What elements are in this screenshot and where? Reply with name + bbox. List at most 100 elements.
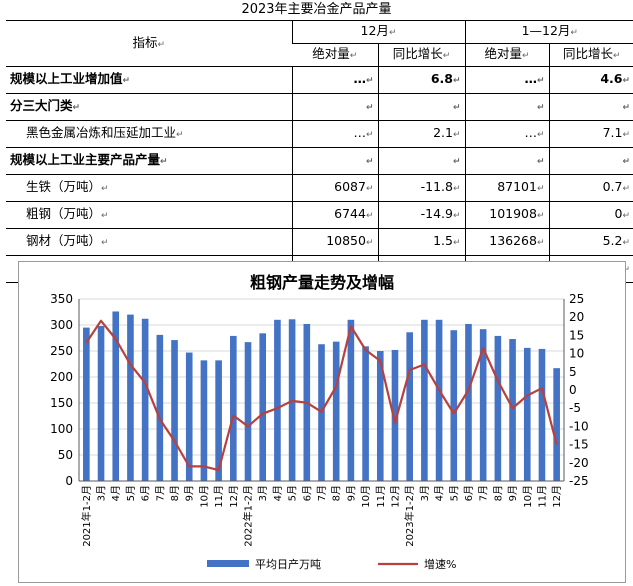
x-tick-label: 3月 — [96, 485, 108, 501]
ytd-yoy-cell: 0.7↵ — [548, 174, 633, 202]
bar — [97, 326, 105, 481]
y-right-tick-label: -10 — [569, 419, 589, 433]
x-tick-label: 9月 — [184, 485, 196, 501]
row-indicator-label: 生铁（万吨） — [26, 179, 102, 194]
dec-yoy-cell: ↵ — [377, 93, 466, 121]
production-table: 指标↵ 12月↵ 1—12月↵ 绝对量↵ 同比增长↵ 绝对量↵ 同比增长↵ 规模… — [6, 20, 633, 283]
dec-yoy-cell-value: 2.1 — [433, 125, 453, 140]
ytd-yoy-cell-value: 0 — [614, 206, 623, 221]
ytd-abs-cell-value: 87101 — [497, 179, 537, 194]
bar — [200, 360, 208, 481]
ytd-abs-cell: …↵ — [464, 66, 550, 94]
dec-abs-cell: …↵ — [291, 66, 378, 94]
ytd-yoy-cell-value: 5.2 — [602, 233, 623, 248]
x-tick-label: 11月 — [375, 485, 387, 508]
row-indicator: 规模以上工业主要产品产量↵ — [6, 147, 292, 175]
legend-bar-label: 平均日产万吨 — [255, 557, 321, 571]
ytd-yoy-cell: 5.2↵ — [548, 228, 633, 256]
bar — [259, 333, 267, 481]
bar — [523, 347, 531, 481]
y-left-tick-label: 250 — [50, 344, 73, 358]
row-indicator: 生铁（万吨）↵ — [6, 174, 292, 202]
x-tick-label: 9月 — [507, 485, 519, 501]
dec-yoy-cell-value: 6.8 — [430, 71, 453, 86]
ytd-yoy-cell: ↵ — [548, 93, 633, 121]
row-indicator: 钢材（万吨）↵ — [6, 228, 292, 256]
bar — [171, 340, 178, 481]
x-tick-label: 6月 — [301, 485, 313, 501]
row-indicator: 规模以上工业增加值↵ — [6, 66, 292, 94]
dec-abs-cell: 6087↵ — [291, 174, 378, 202]
y-right-tick-label: -15 — [569, 438, 589, 452]
bar — [112, 311, 120, 481]
x-tick-label: 12月 — [551, 485, 563, 508]
bar — [494, 335, 502, 481]
x-tick-label: 8月 — [169, 485, 181, 501]
x-tick-label: 6月 — [463, 485, 475, 501]
bar — [127, 314, 134, 481]
table-row: 分三大门类↵ ↵ ↵ ↵ ↵ — [6, 93, 633, 121]
row-indicator-label: 分三大门类 — [10, 98, 73, 113]
dec-yoy-cell: 2.1↵ — [377, 120, 466, 148]
row-indicator-label: 钢材（万吨） — [26, 233, 102, 248]
row-indicator: 粗钢（万吨）↵ — [6, 201, 292, 229]
y-right-tick-label: -20 — [569, 456, 589, 470]
x-tick-label: 3月 — [419, 485, 431, 501]
ytd-abs-cell: ↵ — [464, 93, 550, 121]
dec-yoy-cell: 6.8↵ — [377, 66, 466, 94]
x-tick-label: 4月 — [110, 485, 122, 501]
row-indicator-label: 规模以上工业主要产品产量 — [10, 152, 161, 167]
ytd-yoy-cell: 0↵ — [548, 201, 633, 229]
crude-steel-chart: 粗钢产量走势及增幅 050100150200250300350-25-20-15… — [50, 273, 589, 571]
ytd-abs-cell: …↵ — [464, 120, 550, 148]
dec-yoy-header: 同比增长↵ — [377, 43, 466, 67]
bar-series — [83, 311, 560, 481]
table-row: 生铁（万吨）↵ 6087↵ -11.8↵ 87101↵ 0.7↵ — [6, 174, 633, 202]
x-tick-label: 8月 — [331, 485, 343, 501]
x-tick-label: 2021年1-2月 — [80, 485, 93, 547]
y-right-tick-label: 10 — [569, 347, 584, 361]
x-tick-label: 9月 — [345, 485, 357, 501]
bar — [274, 319, 281, 481]
chart-container: 粗钢产量走势及增幅 0 50 100 150 200 250 300 350 -25 -20 -15… — [18, 261, 626, 583]
bar — [185, 352, 193, 481]
dec-abs-cell-value: 6087 — [334, 179, 366, 194]
bar — [406, 332, 413, 481]
dec-abs-cell: 10850↵ — [291, 228, 378, 256]
x-tick-label: 2022年1-2月 — [242, 485, 255, 547]
dec-yoy-cell-value: 1.5 — [433, 233, 453, 248]
bar — [479, 329, 487, 481]
bar — [215, 360, 222, 481]
x-tick-label: 3月 — [257, 485, 269, 501]
bar — [83, 327, 90, 481]
table-row: 规模以上工业增加值↵ …↵ 6.8↵ …↵ 4.6↵ — [6, 66, 633, 94]
dec-abs-cell: …↵ — [291, 120, 378, 148]
bar — [362, 346, 369, 481]
x-tick-label: 4月 — [272, 485, 284, 501]
x-tick-label: 5月 — [287, 485, 299, 501]
dec-yoy-cell-value: -14.9 — [420, 206, 453, 221]
ytd-yoy-header: 同比增长↵ — [548, 43, 633, 67]
ytd-abs-header: 绝对量↵ — [464, 43, 550, 67]
ytd-abs-cell: ↵ — [464, 147, 550, 175]
dec-abs-cell-value: … — [353, 125, 366, 140]
bar — [553, 368, 560, 481]
bar — [156, 334, 164, 481]
ytd-abs-cell-value: 101908 — [489, 206, 537, 221]
chart-title: 粗钢产量走势及增幅 — [250, 273, 394, 292]
dec-yoy-cell: ↵ — [377, 147, 466, 175]
axes — [78, 299, 565, 482]
december-group-label: 12月 — [360, 23, 389, 38]
x-tick-label: 5月 — [125, 485, 137, 501]
bar — [391, 349, 399, 481]
ytd-yoy-cell-value: 0.7 — [602, 179, 623, 194]
dec-abs-cell-value: … — [353, 71, 366, 86]
tick-labels: 0 50 100 150 200 250 300 350 -25 -20 -15 -10 -5 0 5 10 1… — [50, 292, 589, 547]
table-body: 规模以上工业增加值↵ …↵ 6.8↵ …↵ 4.6↵ 分三大门类↵ ↵ ↵ ↵ ↵ 黑色金属冶炼和压… — [6, 66, 633, 283]
ytd-group-header: 1—12月↵ — [464, 20, 633, 44]
y-right-tick-label: 20 — [569, 310, 584, 324]
y-left-tick-label: 150 — [50, 396, 73, 410]
dec-yoy-cell-value: -11.8 — [420, 179, 453, 194]
bar — [421, 319, 428, 481]
y-right-tick-label: 25 — [569, 292, 584, 306]
